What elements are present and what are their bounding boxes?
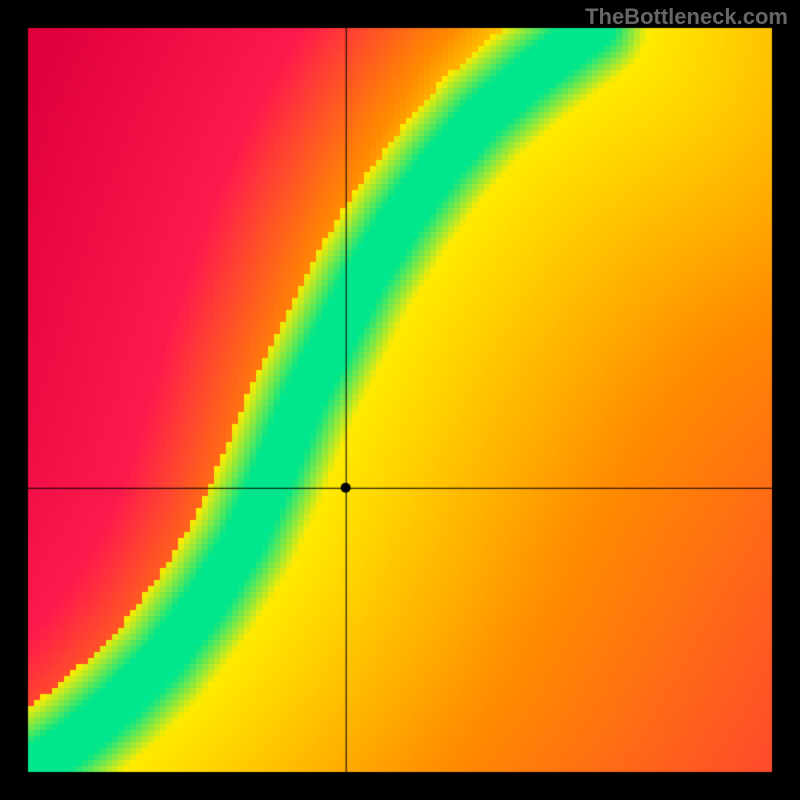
watermark-text: TheBottleneck.com xyxy=(585,4,788,30)
bottleneck-heatmap xyxy=(0,0,800,800)
